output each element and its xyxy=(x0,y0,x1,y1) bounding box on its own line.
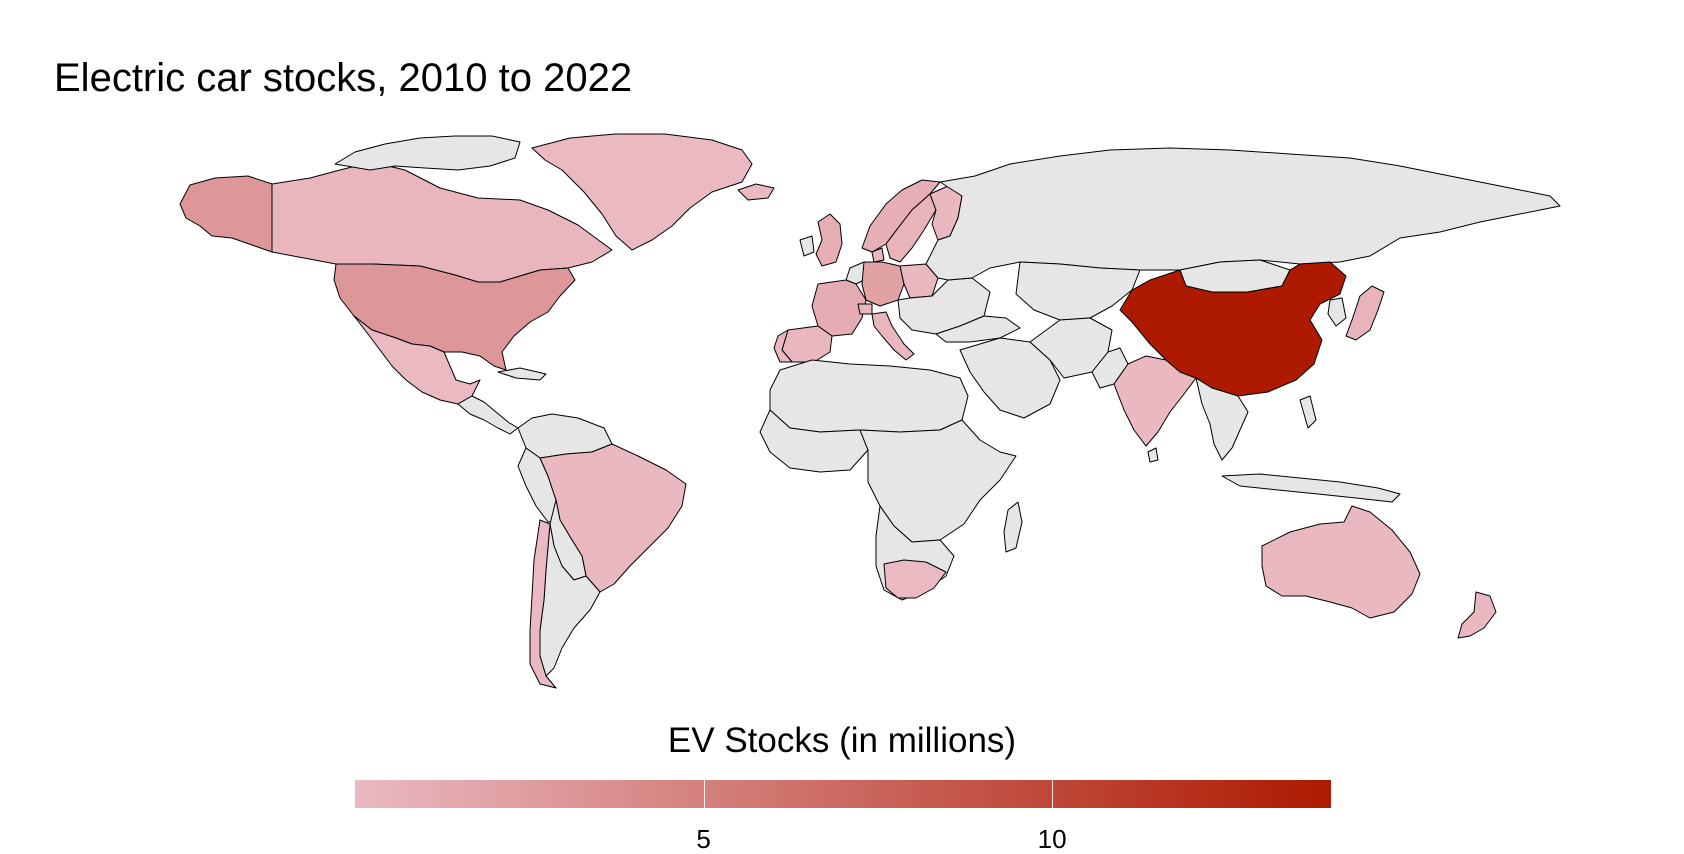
region-middle-east xyxy=(959,337,1061,419)
region-mexico xyxy=(353,315,481,405)
region-madagascar xyxy=(1003,501,1023,553)
region-germany xyxy=(861,261,905,307)
region-ireland xyxy=(799,235,815,257)
region-russia xyxy=(925,147,1561,281)
region-chile xyxy=(529,519,557,689)
region-spain xyxy=(781,325,833,363)
region-central-east-africa xyxy=(859,419,1017,543)
region-sweden xyxy=(885,193,937,263)
region-kazakhstan-central-asia xyxy=(1015,261,1141,321)
legend-tick-label: 5 xyxy=(696,824,711,854)
region-greenland xyxy=(531,133,753,251)
region-canada xyxy=(271,161,613,283)
region-china xyxy=(1119,261,1347,397)
region-north-africa xyxy=(769,359,969,433)
region-philippines xyxy=(1299,395,1317,429)
region-sri-lanka xyxy=(1147,447,1159,463)
region-switzerland xyxy=(857,303,873,315)
region-italy xyxy=(871,311,915,361)
region-west-africa xyxy=(759,409,869,473)
region-canadian-arctic-islands xyxy=(334,135,521,171)
region-portugal xyxy=(773,329,793,363)
region-new-zealand xyxy=(1457,591,1497,639)
region-southeast-asia xyxy=(1195,377,1249,461)
region-japan xyxy=(1345,285,1385,341)
region-denmark xyxy=(871,247,885,263)
legend-title: EV Stocks (in millions) xyxy=(667,721,1017,760)
region-united-kingdom xyxy=(815,213,843,267)
region-turkey-caucasus xyxy=(935,315,1021,343)
region-iceland xyxy=(737,183,775,201)
legend-tick-label: 10 xyxy=(1037,824,1067,854)
region-cuba xyxy=(497,367,547,381)
region-alaska xyxy=(179,175,273,253)
region-indonesia xyxy=(1221,473,1401,503)
region-central-america xyxy=(457,395,519,435)
region-korea xyxy=(1327,297,1347,327)
region-india xyxy=(1113,355,1197,447)
region-united-states xyxy=(333,263,576,371)
legend-color-bar xyxy=(355,780,1331,808)
region-france xyxy=(811,279,867,337)
map-title: Electric car stocks, 2010 to 2022 xyxy=(54,56,633,100)
region-australia xyxy=(1261,505,1421,619)
region-south-africa xyxy=(883,559,947,599)
legend-tick-mark xyxy=(703,780,705,808)
legend-tick-mark xyxy=(1052,780,1054,808)
region-eastern-europe xyxy=(897,277,991,335)
region-norway xyxy=(861,179,941,253)
world-map xyxy=(179,133,1561,689)
